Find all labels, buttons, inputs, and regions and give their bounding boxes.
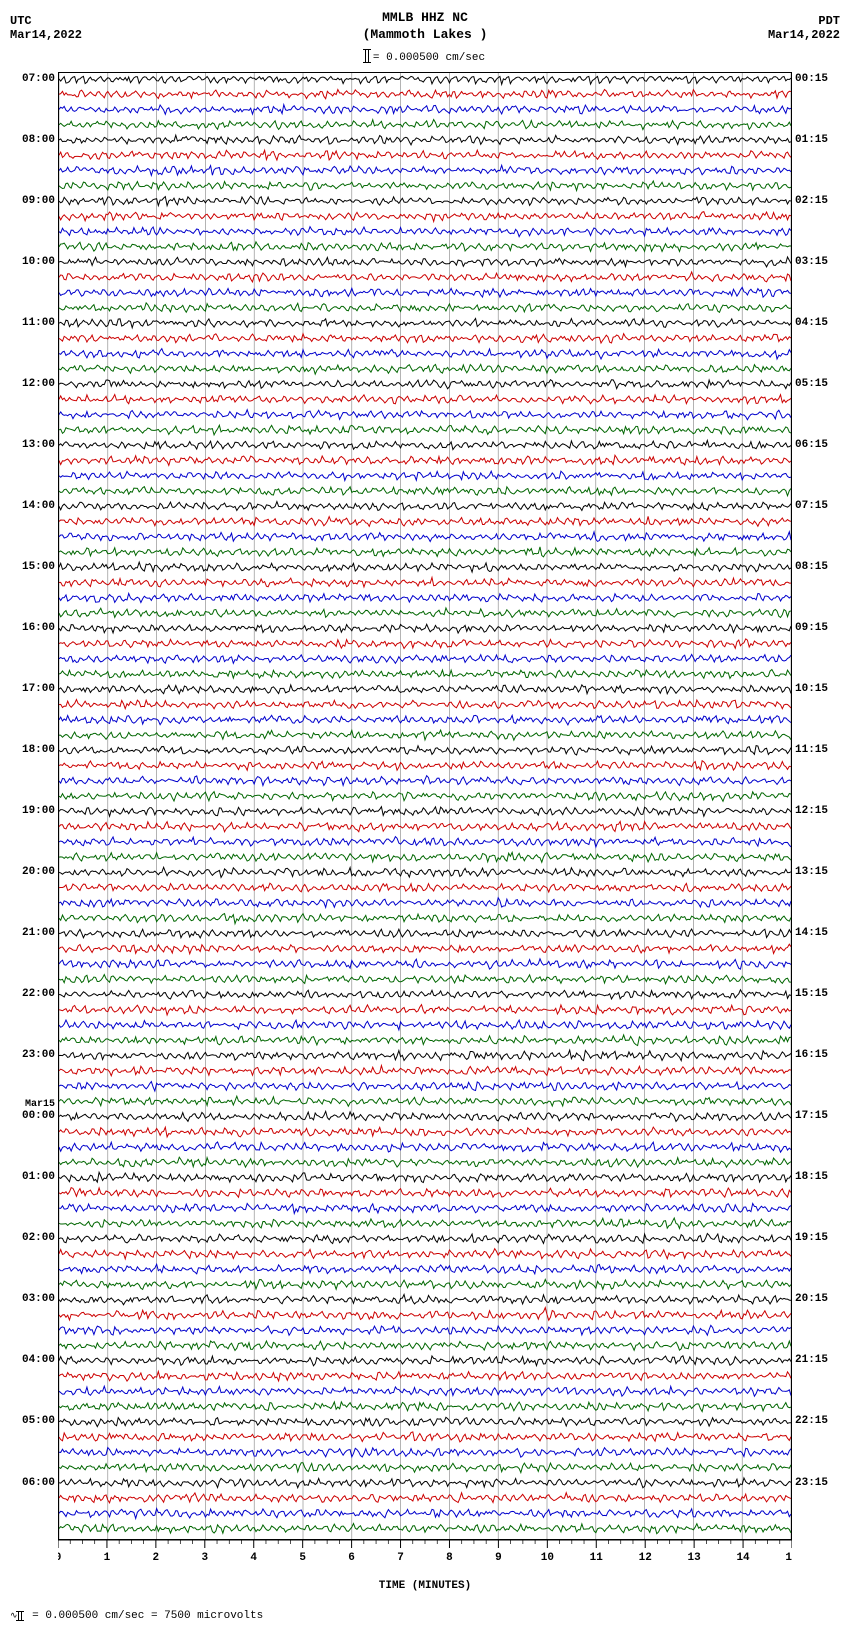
utc-time-label: 17:00 [22,683,55,695]
pdt-time-label: 01:15 [795,134,828,146]
pdt-time-label: 15:15 [795,988,828,1000]
utc-time-label: 18:00 [22,744,55,756]
day-break-label: Mar15 [25,1099,55,1110]
utc-time-label: 05:00 [22,1415,55,1427]
pdt-time-label: 03:15 [795,256,828,268]
svg-text:2: 2 [153,1552,160,1562]
seismogram-svg [59,73,791,1539]
pdt-time-label: 16:15 [795,1049,828,1061]
svg-text:3: 3 [201,1552,208,1562]
seismogram-plot: 07:0008:0009:0010:0011:0012:0013:0014:00… [58,72,792,1540]
date-left: Mar14,2022 [10,28,82,42]
utc-time-label: 12:00 [22,378,55,390]
utc-time-label: 14:00 [22,500,55,512]
svg-text:14: 14 [736,1552,750,1562]
pdt-time-label: 12:15 [795,805,828,817]
utc-time-label: 08:00 [22,134,55,146]
pdt-time-label: 04:15 [795,317,828,329]
pdt-time-label: 10:15 [795,683,828,695]
utc-time-label: 23:00 [22,1049,55,1061]
svg-text:7: 7 [397,1552,404,1562]
utc-time-label: 10:00 [22,256,55,268]
pdt-time-label: 00:15 [795,73,828,85]
utc-time-label: 16:00 [22,622,55,634]
svg-text:15: 15 [785,1552,792,1562]
tz-right: PDT [768,14,840,28]
tz-left: UTC [10,14,82,28]
svg-text:5: 5 [299,1552,306,1562]
pdt-time-label: 23:15 [795,1477,828,1489]
scale-indicator: = 0.000500 cm/sec [10,46,840,64]
date-right: Mar14,2022 [768,28,840,42]
utc-time-label: 02:00 [22,1232,55,1244]
pdt-time-label: 21:15 [795,1354,828,1366]
utc-time-label: 15:00 [22,561,55,573]
utc-time-label: 07:00 [22,73,55,85]
pdt-time-label: 18:15 [795,1171,828,1183]
svg-text:1: 1 [104,1552,111,1562]
svg-text:6: 6 [348,1552,355,1562]
svg-text:12: 12 [639,1552,652,1562]
svg-text:11: 11 [590,1552,604,1562]
pdt-time-label: 06:15 [795,439,828,451]
pdt-time-label: 09:15 [795,622,828,634]
utc-time-label: 01:00 [22,1171,55,1183]
utc-time-label: 03:00 [22,1293,55,1305]
pdt-time-label: 11:15 [795,744,828,756]
pdt-time-label: 14:15 [795,927,828,939]
utc-time-label: 22:00 [22,988,55,1000]
svg-text:0: 0 [58,1552,61,1562]
utc-time-label: 00:00 [22,1110,55,1122]
pdt-time-label: 19:15 [795,1232,828,1244]
svg-text:9: 9 [495,1552,502,1562]
svg-text:8: 8 [446,1552,453,1562]
pdt-time-label: 13:15 [795,866,828,878]
pdt-time-label: 02:15 [795,195,828,207]
pdt-time-label: 22:15 [795,1415,828,1427]
utc-time-label: 13:00 [22,439,55,451]
utc-time-label: 04:00 [22,1354,55,1366]
footer-scale: ∿ = 0.000500 cm/sec = 7500 microvolts [10,1608,840,1622]
utc-time-label: 20:00 [22,866,55,878]
svg-text:10: 10 [541,1552,554,1562]
svg-text:4: 4 [250,1552,257,1562]
svg-text:13: 13 [688,1552,702,1562]
pdt-time-label: 05:15 [795,378,828,390]
pdt-time-label: 07:15 [795,500,828,512]
xaxis-svg: 0123456789101112131415 [58,1540,792,1562]
xaxis-label: TIME (MINUTES) [58,1580,792,1592]
utc-time-label: 21:00 [22,927,55,939]
utc-time-label: 19:00 [22,805,55,817]
utc-time-label: 09:00 [22,195,55,207]
pdt-time-label: 20:15 [795,1293,828,1305]
pdt-time-label: 17:15 [795,1110,828,1122]
utc-time-label: 11:00 [22,317,55,329]
pdt-time-label: 08:15 [795,561,828,573]
utc-time-label: 06:00 [22,1477,55,1489]
